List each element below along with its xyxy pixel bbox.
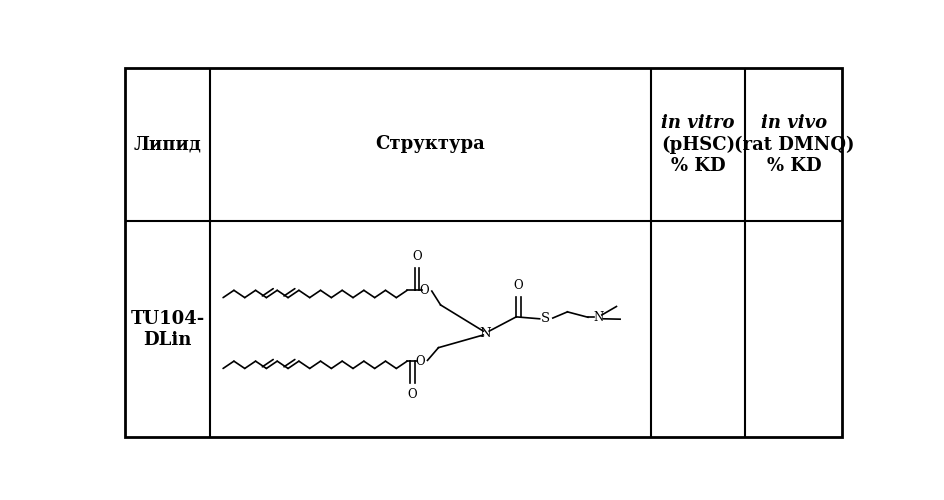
Text: O: O	[415, 354, 425, 368]
Text: (pHSC): (pHSC)	[661, 136, 735, 154]
Text: % KD: % KD	[671, 156, 726, 174]
Text: S: S	[541, 312, 550, 326]
Text: O: O	[420, 284, 430, 297]
Text: (rat DMNQ): (rat DMNQ)	[733, 136, 854, 154]
Text: in vitro: in vitro	[662, 114, 735, 132]
Text: Липид: Липид	[134, 136, 202, 154]
Text: N: N	[480, 326, 491, 340]
Text: Структура: Структура	[376, 136, 485, 154]
Text: TU104-
DLin: TU104- DLin	[130, 310, 205, 348]
Text: O: O	[514, 279, 523, 292]
Text: O: O	[413, 250, 422, 263]
Text: % KD: % KD	[767, 156, 821, 174]
Text: in vivo: in vivo	[761, 114, 827, 132]
Text: N: N	[593, 311, 603, 324]
Text: O: O	[408, 388, 417, 402]
